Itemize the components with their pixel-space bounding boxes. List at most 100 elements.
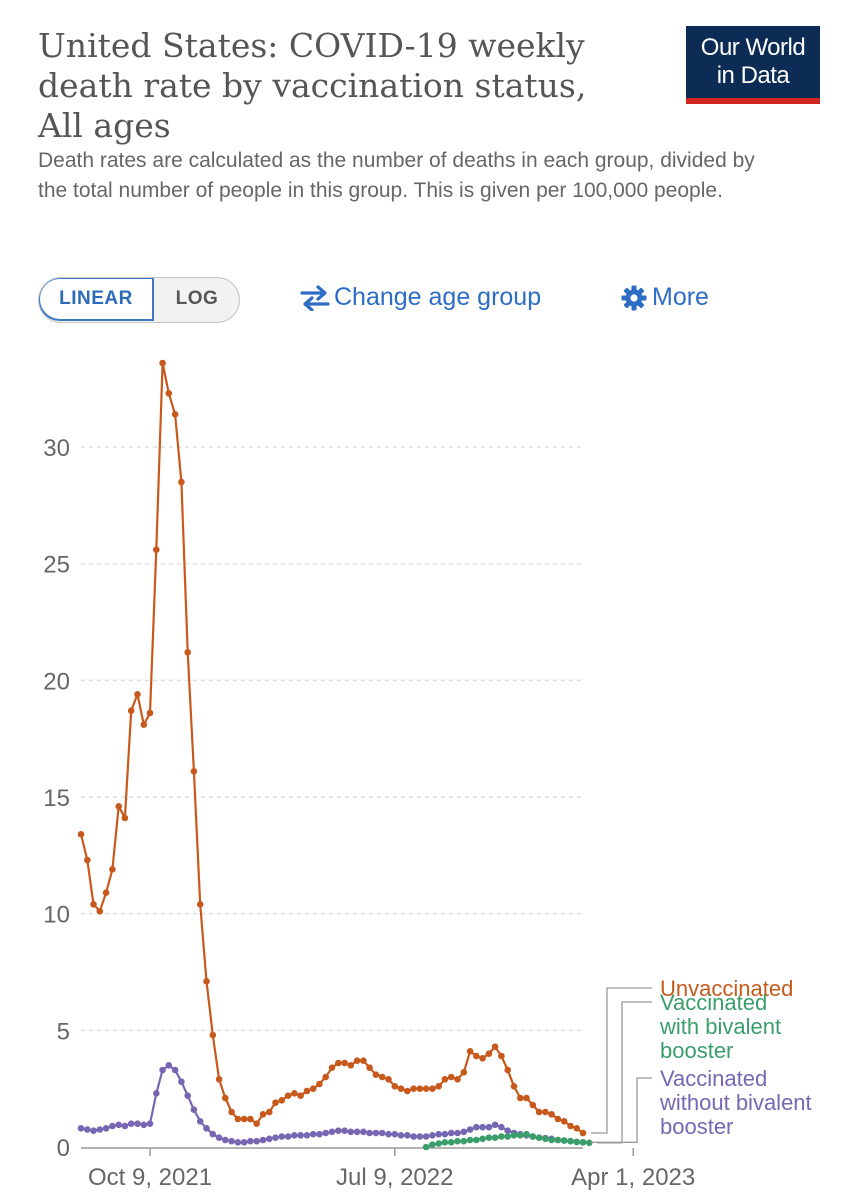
- data-point: [454, 1076, 461, 1083]
- data-point: [554, 1115, 562, 1123]
- data-point: [90, 901, 97, 908]
- data-point: [159, 359, 166, 367]
- change-age-group-button[interactable]: Change age group: [300, 279, 541, 315]
- x-tick-label: Apr 1, 2023: [571, 1164, 695, 1191]
- data-point: [215, 1076, 223, 1083]
- data-point: [153, 1090, 160, 1097]
- data-point: [498, 1133, 505, 1140]
- data-point: [222, 1094, 229, 1102]
- data-point: [228, 1108, 235, 1116]
- data-point: [573, 1138, 580, 1146]
- data-point: [96, 908, 104, 915]
- data-point: [102, 889, 110, 896]
- data-point: [253, 1120, 260, 1127]
- log-scale-button[interactable]: LOG: [175, 288, 219, 309]
- data-point: [422, 1133, 430, 1140]
- data-point: [247, 1115, 254, 1123]
- data-point: [435, 1130, 443, 1138]
- data-point: [479, 1055, 486, 1062]
- more-button[interactable]: More: [620, 279, 709, 315]
- data-point: [96, 1126, 104, 1133]
- data-point: [504, 1066, 512, 1074]
- data-point: [404, 1132, 411, 1139]
- data-point: [102, 1125, 110, 1132]
- series-label: Vaccinated: [660, 990, 767, 1015]
- data-point: [586, 1139, 593, 1147]
- swap-arrows-icon: [300, 285, 330, 312]
- data-point: [504, 1133, 512, 1140]
- data-point: [353, 1128, 361, 1136]
- linear-scale-button[interactable]: LINEAR: [39, 278, 154, 321]
- data-point: [253, 1137, 260, 1145]
- data-point: [203, 978, 210, 985]
- data-point: [485, 1123, 493, 1131]
- data-point: [203, 1125, 210, 1132]
- data-point: [259, 1111, 267, 1118]
- data-point: [391, 1130, 399, 1138]
- data-point: [429, 1141, 436, 1148]
- data-point: [109, 866, 116, 873]
- data-point: [473, 1123, 480, 1131]
- data-point: [466, 1048, 474, 1055]
- data-point: [171, 1066, 179, 1074]
- data-point: [240, 1139, 248, 1146]
- data-point: [416, 1133, 424, 1140]
- data-point: [259, 1136, 267, 1144]
- data-point: [529, 1101, 537, 1109]
- data-point: [435, 1140, 443, 1147]
- data-point: [498, 1052, 505, 1060]
- data-point: [491, 1121, 499, 1129]
- data-point: [473, 1052, 480, 1060]
- data-point: [385, 1076, 392, 1083]
- data-point: [297, 1092, 304, 1099]
- data-point: [272, 1099, 279, 1106]
- data-point: [77, 831, 85, 838]
- data-point: [215, 1134, 223, 1141]
- data-point: [146, 709, 154, 717]
- y-tick-label: 5: [57, 1018, 70, 1045]
- data-point: [121, 1122, 129, 1130]
- data-point: [491, 1043, 499, 1050]
- data-point: [278, 1097, 286, 1104]
- data-point: [460, 1137, 468, 1145]
- data-point: [291, 1090, 298, 1097]
- data-point: [579, 1129, 587, 1137]
- data-point: [316, 1130, 323, 1138]
- data-point: [328, 1128, 336, 1136]
- data-point: [171, 411, 179, 418]
- data-point: [485, 1050, 493, 1057]
- data-point: [266, 1108, 273, 1116]
- data-point: [466, 1126, 474, 1133]
- data-point: [109, 1122, 116, 1130]
- series-label: Vaccinated: [660, 1066, 767, 1091]
- data-point: [397, 1132, 405, 1139]
- data-point: [491, 1134, 499, 1141]
- owid-logo[interactable]: Our World in Data: [686, 26, 820, 104]
- data-point: [454, 1137, 461, 1145]
- data-point: [542, 1135, 549, 1143]
- series-label: Unvaccinated: [660, 976, 793, 1001]
- data-point: [548, 1136, 555, 1144]
- data-point: [447, 1129, 455, 1137]
- data-point: [228, 1137, 235, 1145]
- data-point: [247, 1137, 254, 1145]
- data-point: [335, 1059, 342, 1067]
- series-label: booster: [660, 1114, 733, 1139]
- data-point: [473, 1136, 480, 1144]
- data-point: [353, 1057, 361, 1064]
- x-tick-label: Jul 9, 2022: [336, 1164, 453, 1191]
- data-point: [134, 691, 141, 698]
- data-point: [429, 1132, 436, 1139]
- data-point: [510, 1083, 518, 1090]
- data-point: [184, 1092, 191, 1099]
- data-point: [77, 1125, 85, 1132]
- data-point: [328, 1064, 336, 1071]
- y-tick-label: 10: [43, 902, 70, 929]
- data-point: [347, 1062, 355, 1069]
- data-point: [115, 803, 122, 810]
- y-tick-label: 15: [43, 785, 70, 812]
- data-point: [284, 1133, 292, 1140]
- data-point: [127, 1120, 135, 1127]
- data-point: [366, 1129, 373, 1137]
- y-tick-label: 20: [43, 668, 70, 695]
